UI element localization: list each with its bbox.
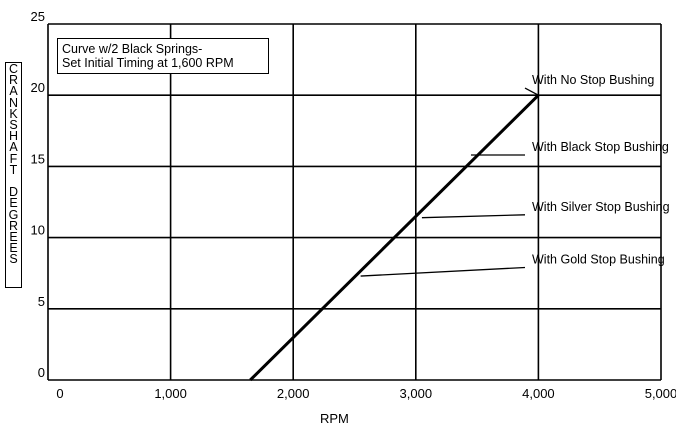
annotation-leader — [421, 214, 526, 219]
annotation-leader — [360, 266, 526, 277]
x-tick-label: 2,000 — [277, 386, 310, 401]
x-tick-label: 5,000 — [645, 386, 676, 401]
series-line — [249, 94, 540, 382]
y-tick-label: 0 — [38, 365, 45, 380]
annotation-label: With No Stop Bushing — [532, 73, 654, 87]
grid — [47, 23, 662, 381]
y-tick-label: 10 — [31, 223, 45, 238]
y-tick-label: 25 — [31, 9, 45, 24]
annotation-leader — [524, 87, 539, 96]
annotation-label: With Silver Stop Bushing — [532, 200, 670, 214]
tick-labels: 0 5 10 15 20 25 0 1,000 2,000 3,000 4,000 5,000 — [31, 9, 676, 401]
y-tick-label: 20 — [31, 80, 45, 95]
chart-title-line-1: Curve w/2 Black Springs- — [62, 42, 203, 56]
x-tick-label: 3,000 — [400, 386, 433, 401]
y-tick-label: 15 — [31, 151, 45, 166]
annotation-label: With Gold Stop Bushing — [532, 253, 665, 267]
chart-title-box: Curve w/2 Black Springs- Set Initial Tim… — [57, 38, 269, 74]
annotation-label: With Black Stop Bushing — [532, 140, 669, 154]
x-tick-label: 4,000 — [522, 386, 555, 401]
x-tick-label: 1,000 — [154, 386, 187, 401]
y-axis-label-box: C R A N K S H A F T D E G R E E S — [5, 62, 22, 288]
chart-title-line-2: Set Initial Timing at 1,600 RPM — [62, 56, 234, 70]
y-axis-label: C R A N K S H A F T D E G R E E S — [8, 62, 19, 267]
annotations: With No Stop Bushing With Black Stop Bush… — [360, 73, 670, 277]
series — [249, 94, 540, 382]
x-tick-label: 0 — [56, 386, 63, 401]
y-tick-label: 5 — [38, 294, 45, 309]
